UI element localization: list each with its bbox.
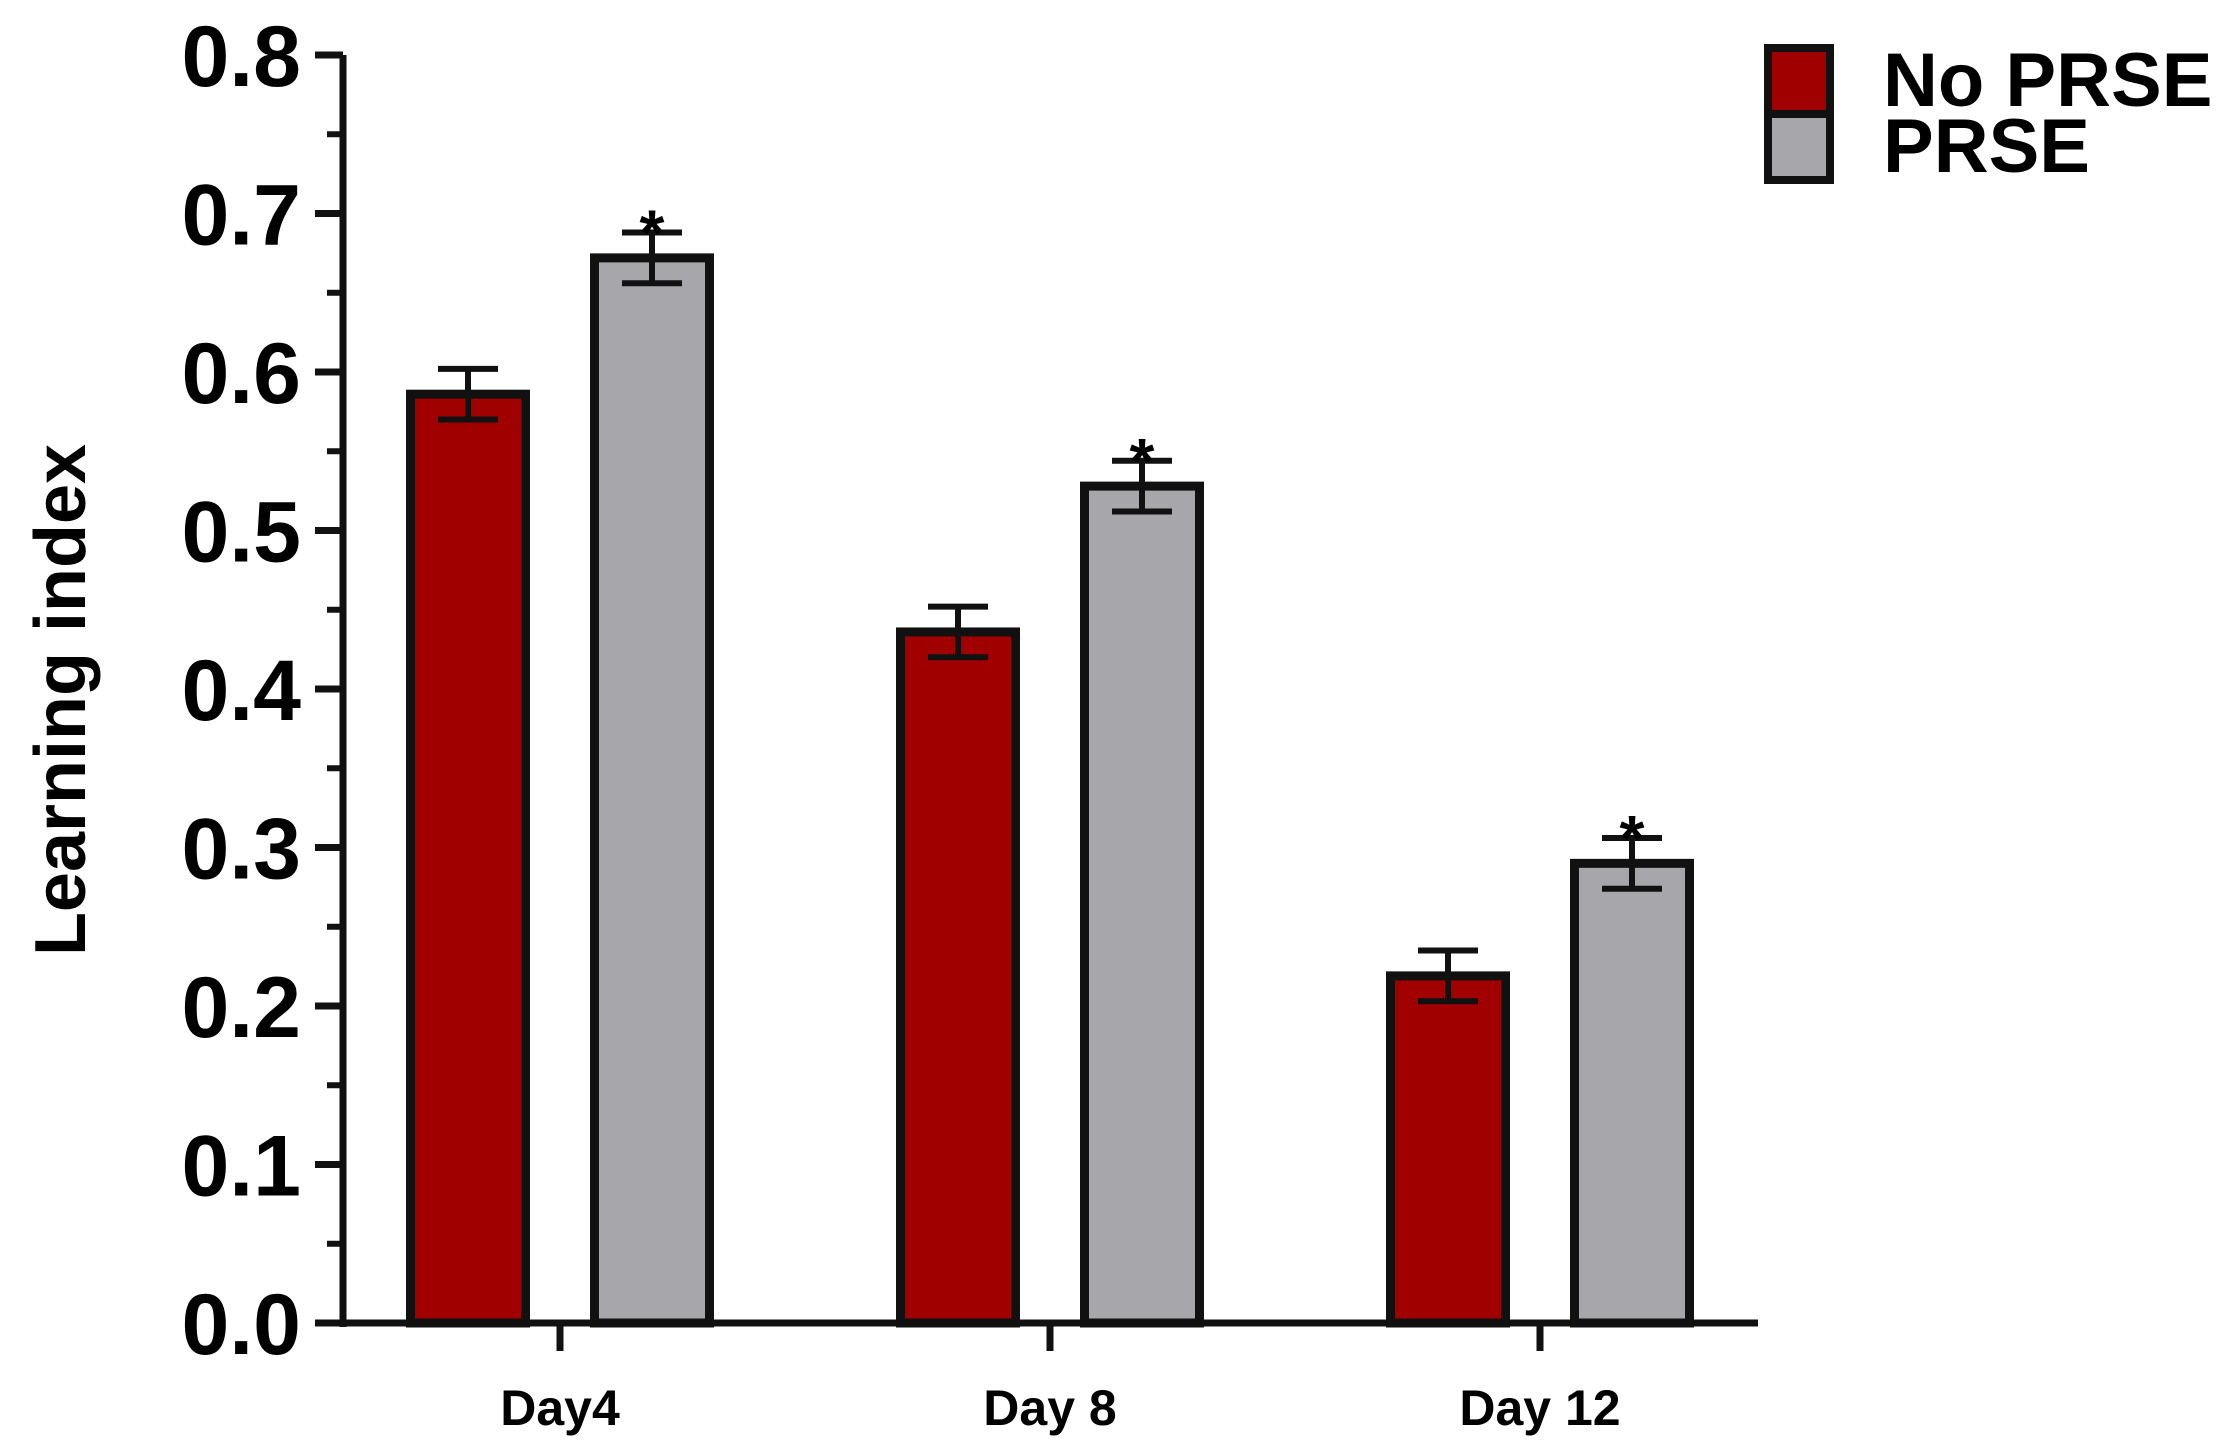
bar-no-prse-1 <box>406 389 530 1328</box>
axes-layer: 0.0 0.1 0.2 0.3 0.4 0.5 0.6 0.7 0.8 Day4 Day 8 Day … <box>181 9 1758 1436</box>
bar-prse-3 <box>1570 858 1694 1328</box>
y-axis-title-group: Learning index <box>21 444 101 956</box>
y-tick-label: 0.6 <box>181 326 301 422</box>
y-tick-label: 0.1 <box>181 1119 301 1215</box>
y-tick-label: 0.0 <box>181 1277 301 1373</box>
bars-layer <box>406 253 1694 1328</box>
error-bars-layer <box>438 229 1662 1005</box>
bar-prse-1 <box>590 253 714 1328</box>
significance-asterisk: * <box>640 197 665 269</box>
y-tick-label: 0.7 <box>181 168 301 264</box>
y-tick-label: 0.3 <box>181 802 301 898</box>
bar-no-prse-3 <box>1386 971 1510 1328</box>
y-tick-label: 0.4 <box>181 643 301 739</box>
x-tick-label: Day4 <box>500 1380 620 1436</box>
significance-layer: * * * <box>640 197 1645 874</box>
y-tick-label: 0.5 <box>181 485 301 581</box>
y-tick-label: 0.2 <box>181 960 301 1056</box>
legend-label-prse: PRSE <box>1883 104 2090 189</box>
legend-swatch-prse <box>1764 110 1834 184</box>
x-tick-label: Day 8 <box>983 1380 1116 1436</box>
legend-swatch-no-prse <box>1764 44 1834 118</box>
legend-label-no-prse: No PRSE <box>1883 38 2212 123</box>
y-tick-label: 0.8 <box>181 9 301 105</box>
significance-asterisk: * <box>1130 425 1155 497</box>
x-tick-label: Day 12 <box>1459 1380 1620 1436</box>
y-axis-title: Learning index <box>21 444 101 956</box>
bar-prse-2 <box>1080 481 1204 1328</box>
significance-asterisk: * <box>1620 802 1645 874</box>
bar-no-prse-2 <box>896 627 1020 1328</box>
